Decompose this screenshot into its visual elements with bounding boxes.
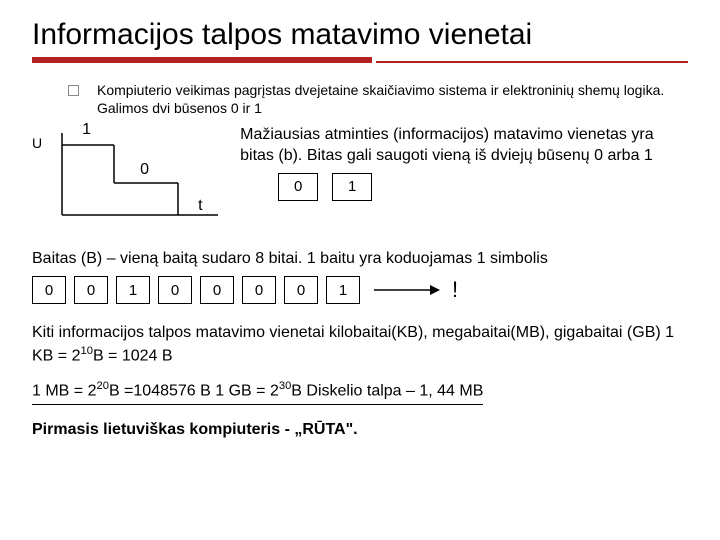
level-zero-label: 0 (140, 161, 149, 179)
underline-thick (32, 57, 372, 63)
byte-text: Baitas (B) – vieną baitą sudaro 8 bitai.… (32, 250, 548, 267)
smallest-unit-text: Mažiausias atminties (informacijos) mata… (240, 125, 688, 167)
exp-20: 20 (96, 380, 108, 392)
exp-10: 10 (80, 345, 92, 357)
underline-thin (376, 61, 688, 63)
other-units-text: Kiti informacijos talpos matavimo vienet… (32, 323, 688, 367)
bit-boxes: 0 1 (278, 173, 688, 201)
signal-diagram: 1 0 t (50, 125, 230, 225)
page-title: Informacijos talpos matavimo vienetai (32, 18, 688, 51)
byte-section: Baitas (B) – vieną baitą sudaro 8 bitai.… (32, 249, 688, 304)
arrow-icon (372, 280, 442, 300)
byte-bit-4: 0 (200, 276, 234, 304)
exp-30: 30 (279, 380, 291, 392)
title-underline (32, 57, 688, 65)
byte-result-char: ! (452, 276, 458, 305)
other-units-part2: B = 1024 B (93, 347, 173, 364)
bit-box-1: 1 (332, 173, 372, 201)
mb-part2: B =1048576 B 1 GB = 2 (109, 382, 279, 399)
level-one-label: 1 (82, 121, 91, 139)
bit-box-0: 0 (278, 173, 318, 201)
byte-bit-3: 0 (158, 276, 192, 304)
byte-bit-6: 0 (284, 276, 318, 304)
t-axis-label: t (198, 197, 202, 215)
footer-text: Pirmasis lietuviškas kompiuteris - „RŪTA… (32, 421, 688, 439)
mb-gb-line: 1 MB = 220B =1048576 B 1 GB = 230B Diske… (32, 379, 483, 405)
byte-bit-0: 0 (32, 276, 66, 304)
bullet-icon (68, 85, 79, 96)
byte-bit-5: 0 (242, 276, 276, 304)
u-axis-label: U (32, 135, 42, 151)
byte-bit-1: 0 (74, 276, 108, 304)
intro-text: Kompiuterio veikimas pagrįstas dvejetain… (97, 81, 688, 117)
byte-bit-2: 1 (116, 276, 150, 304)
mb-part3: B Diskelio talpa – 1, 44 MB (291, 382, 483, 399)
byte-bit-7: 1 (326, 276, 360, 304)
mb-part1: 1 MB = 2 (32, 382, 96, 399)
